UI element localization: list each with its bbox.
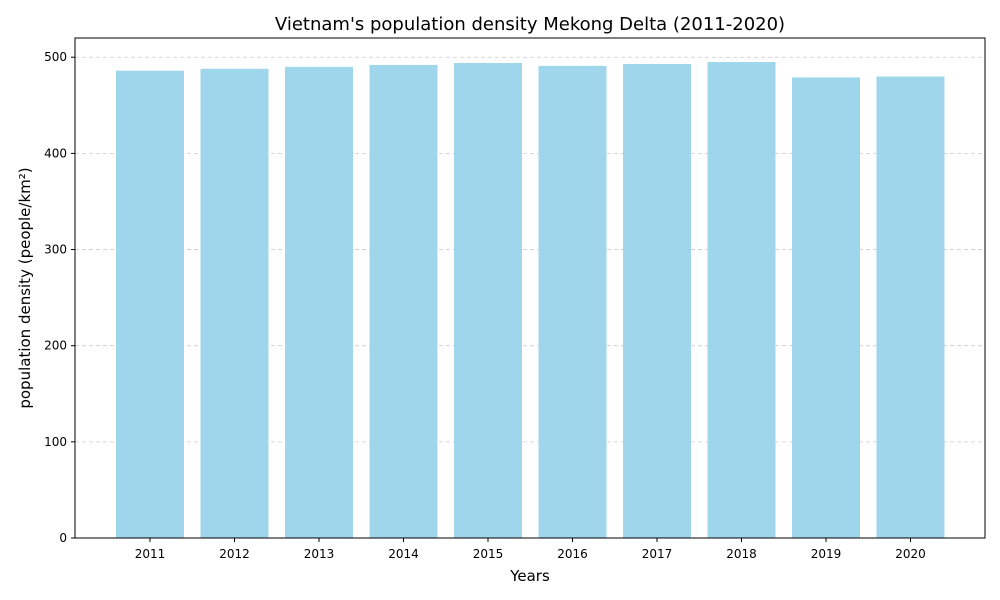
bar-2018 [707, 62, 776, 539]
x-tick-label: 2015 [473, 547, 504, 561]
bar-2019 [792, 77, 860, 538]
bar-2011 [116, 70, 184, 538]
y-tick-label: 200 [44, 339, 67, 353]
bar-2020 [876, 76, 945, 538]
x-tick-label: 2014 [388, 547, 419, 561]
y-axis-ticks: 0 100 200 300 400 500 [44, 50, 75, 545]
bar-2015 [454, 63, 522, 538]
bar-2016 [538, 65, 607, 538]
x-tick-label: 2017 [642, 547, 673, 561]
plot-frame [74, 37, 986, 539]
x-tick-label: 2012 [219, 547, 250, 561]
x-tick-label: 2018 [726, 547, 757, 561]
y-tick-label: 500 [44, 50, 67, 64]
y-tick-label: 0 [59, 531, 67, 545]
x-tick-label: 2016 [557, 547, 588, 561]
x-tick-label: 2020 [895, 547, 926, 561]
y-axis-label: population density (people/km²) [16, 167, 34, 408]
bar-2017 [623, 63, 691, 538]
x-axis-ticks: 2011 2012 2013 2014 2015 2016 2017 2018 2019 2020 [135, 538, 926, 561]
x-axis-label: Years [509, 567, 550, 585]
x-tick-label: 2019 [811, 547, 842, 561]
y-tick-label: 300 [44, 243, 67, 257]
chart-title: Vietnam's population density Mekong Delt… [275, 14, 785, 35]
bar-2014 [369, 64, 438, 538]
bars [116, 62, 945, 539]
bar-2012 [200, 68, 269, 539]
y-tick-label: 100 [44, 435, 67, 449]
bar-2013 [285, 66, 353, 538]
x-tick-label: 2013 [304, 547, 335, 561]
x-tick-label: 2011 [135, 547, 166, 561]
y-tick-label: 400 [44, 146, 67, 160]
